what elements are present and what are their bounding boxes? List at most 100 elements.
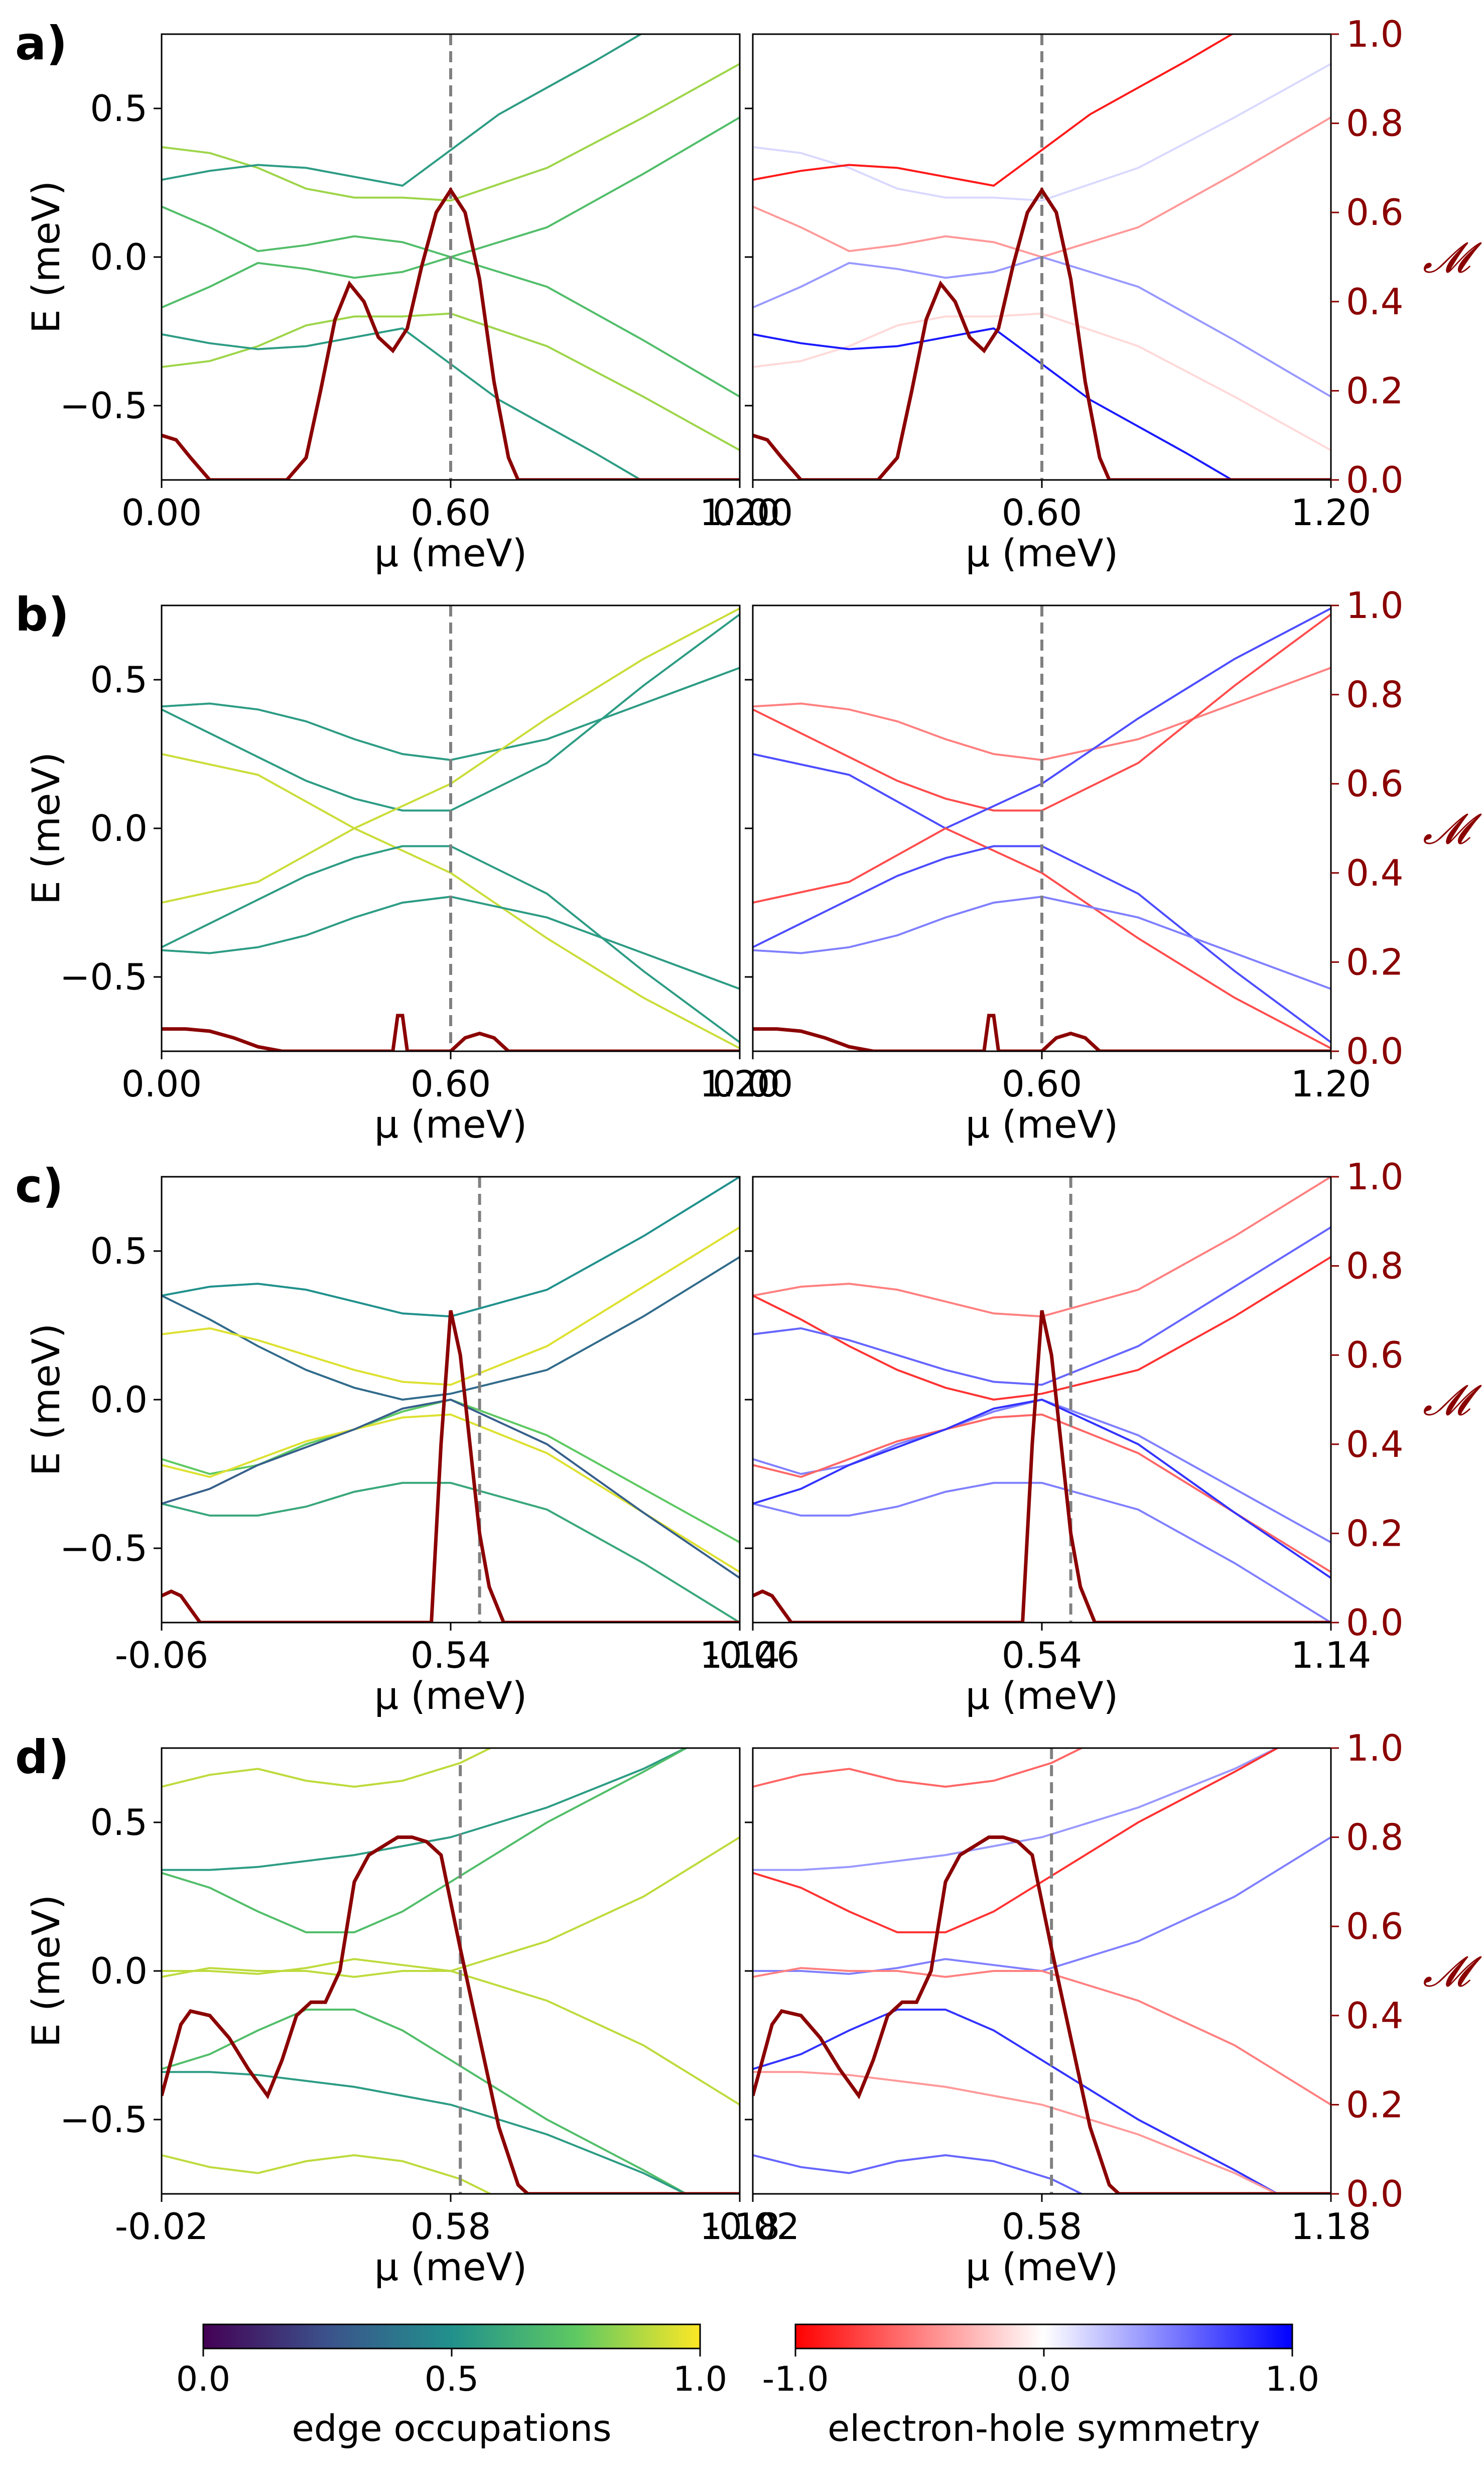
plot-area [753,1748,1331,2194]
colorbar-edge-label: edge occupations [292,2407,612,2449]
y-axis-label: E (meV) [24,1895,68,2047]
band-0 [753,1177,1331,1318]
y-tick-label: 0.5 [90,1801,148,1843]
panel-0: a)0.00 0.60 1.20μ (meV)0.50.0−0.5E (meV)0.… [15,13,1482,575]
band-5 [162,1481,740,1623]
colorbar-edge-tick-1: 0.5 [425,2360,479,2399]
y-tick-label: 0.0 [90,236,148,278]
plot-area [162,605,740,1051]
x-axis-label: μ (meV) [966,1102,1119,1147]
y2-tick-label: 0.4 [1346,1995,1404,2037]
x-axis-label: μ (meV) [966,2245,1119,2289]
panel-label: c) [15,1159,64,1213]
x-axis-label: μ (meV) [374,1102,527,1147]
band-5 [162,327,643,480]
band-5 [753,1481,1331,1623]
y2-tick-label: 0.0 [1346,459,1404,501]
y2-tick-label: 1.0 [1346,1156,1404,1198]
y2-tick-label: 0.0 [1346,2173,1404,2215]
x-tick-label: 0.00 [121,1063,202,1105]
plot-area [753,34,1331,480]
axes-edge-occupations: -0.02 0.58 1.18 μ (meV) 0.5 0.0 −0.5 E (meV) [24,1747,780,2289]
panel-1: b)0.00 0.60 1.20μ (meV)0.50.0−0.5E (meV)0.… [15,584,1482,1147]
band-4 [162,1413,740,1573]
band-0 [162,1748,493,1788]
band-5 [753,896,1331,990]
band-6 [753,2071,1279,2194]
x-tick-label: 0.60 [1002,1063,1082,1105]
band-2 [753,116,1331,259]
plot-area [162,34,740,480]
colorbar-eh-label: electron-hole symmetry [828,2407,1260,2449]
band-0 [162,1177,740,1318]
y-axis-label: E (meV) [24,752,68,905]
y2-tick-label: 1.0 [1346,584,1404,627]
y2-tick-label: 0.8 [1346,674,1404,716]
band-4 [162,312,740,451]
y-tick-label: 0.0 [90,1950,148,1992]
y-axis-label: E (meV) [24,181,68,333]
y2-tick-label: 0.4 [1346,1423,1404,1465]
y2-tick-label: 1.0 [1346,13,1404,55]
band-6 [162,2071,688,2194]
y-tick-label: 0.5 [90,87,148,130]
y2-tick-label: 0.0 [1346,1601,1404,1644]
x-tick-label: 1.18 [700,2205,780,2248]
colorbar-eh-tick-1: 0.0 [1017,2360,1071,2399]
y2-tick-label: 0.6 [1346,191,1404,233]
band-2 [162,1748,689,1933]
x-tick-label: 1.14 [1291,1634,1371,1676]
band-3 [162,1398,740,1543]
band-4 [753,1967,1331,2106]
panel-label: a) [15,17,67,70]
y-tick-label: 0.5 [90,659,148,701]
band-3 [753,827,1331,1049]
majorana-curve [753,1014,1331,1051]
x-tick-label: 1.20 [700,1063,780,1105]
band-1 [753,34,1234,187]
band-2 [162,116,740,259]
band-6 [753,1398,1331,1579]
y2-tick-label: 0.2 [1346,2083,1404,2126]
majorana-curve [753,1310,1331,1623]
band-7 [753,2154,1084,2194]
band-3 [753,256,1331,398]
plot-area [162,1748,740,2194]
colorbar-eh-bar [794,2323,1293,2349]
majorana-curve [162,187,740,480]
x-axis-label: μ (meV) [966,1673,1119,1718]
x-tick-label: 1.20 [1291,1063,1371,1105]
y2-axis-label: 𝓜 [1423,233,1482,282]
band-0 [162,667,740,761]
band-1 [162,1256,740,1401]
band-3 [162,827,740,1049]
band-3 [162,256,740,398]
plot-area [753,605,1331,1051]
x-tick-label: 0.60 [411,491,491,534]
y2-tick-label: 0.6 [1346,1905,1404,1947]
x-axis-label: μ (meV) [374,2245,527,2289]
band-0 [753,63,1331,202]
x-tick-label: 1.20 [1291,491,1371,534]
y2-axis-label: 𝓜 [1423,1376,1482,1425]
band-4 [162,1967,740,2106]
band-1 [753,1256,1331,1401]
band-4 [753,845,1331,1043]
x-tick-label: 0.54 [411,1634,491,1676]
y-tick-label: −0.5 [60,956,148,998]
colorbar-edge-occupations-bar [202,2323,701,2349]
colorbar-eh-tick-2: 1.0 [1265,2360,1319,2399]
x-tick-label: 0.58 [411,2205,491,2248]
x-tick-label: 0.60 [1002,491,1082,534]
y-axis-label: E (meV) [24,1323,68,1476]
x-tick-label: 0.58 [1002,2205,1082,2248]
axes-edge-occupations: -0.06 0.54 1.14 μ (meV) 0.5 0.0 −0.5 E (meV) [24,1176,780,1718]
x-axis-label: μ (meV) [966,531,1119,575]
y2-tick-label: 0.8 [1346,1245,1404,1287]
y2-axis-label: 𝓜 [1423,1947,1482,1996]
axes-electron-hole: -0.06 0.54 1.14 μ (meV) 1.0 0.8 0.6 0.4 0.2 0.0 𝓜 [706,1156,1482,1718]
x-tick-label: 1.20 [700,491,780,534]
colorbar-edge-occupations: 0.0 0.5 1.0 edge occupations [176,2323,727,2449]
band-1 [162,34,643,187]
